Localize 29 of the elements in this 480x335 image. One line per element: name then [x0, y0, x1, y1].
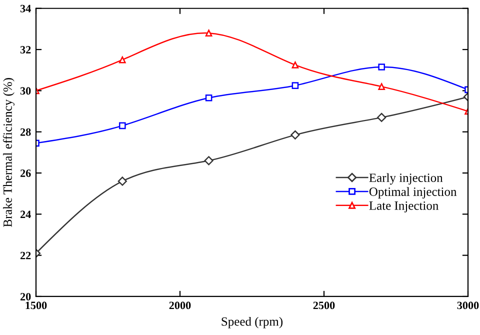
point [118, 176, 127, 186]
y-tick-label: 28 [20, 128, 31, 136]
y-tick-label: 30 [20, 87, 31, 95]
point [205, 30, 212, 36]
y-tick-label: 34 [20, 4, 31, 12]
legend-label: Early injection [369, 173, 443, 185]
point [378, 64, 386, 70]
legend-label: Optimal injection [369, 187, 457, 198]
point [204, 156, 214, 166]
point [292, 62, 299, 68]
x-tick-label: 1500 [26, 302, 47, 310]
y-tick-label: 26 [20, 170, 31, 177]
y-tick-label: 32 [20, 46, 31, 54]
legend-label: Late Injection [369, 201, 438, 212]
x-tick-label: 2500 [313, 302, 335, 310]
point [118, 122, 126, 130]
y-tick-label: 22 [20, 252, 31, 260]
point [205, 94, 212, 102]
point [290, 130, 300, 140]
point [118, 56, 126, 64]
point [292, 82, 299, 89]
x-tick-label: 2000 [169, 302, 191, 310]
y-axis-title: Brake Thermal efficiency (%) [2, 78, 14, 227]
x-tick-label: 3000 [457, 302, 479, 310]
y-tick-label: 20 [20, 292, 31, 300]
point [378, 83, 386, 90]
point [377, 112, 386, 122]
y-tick-label: 24 [20, 210, 31, 218]
x-axis-title: Speed (rpm) [222, 316, 283, 328]
